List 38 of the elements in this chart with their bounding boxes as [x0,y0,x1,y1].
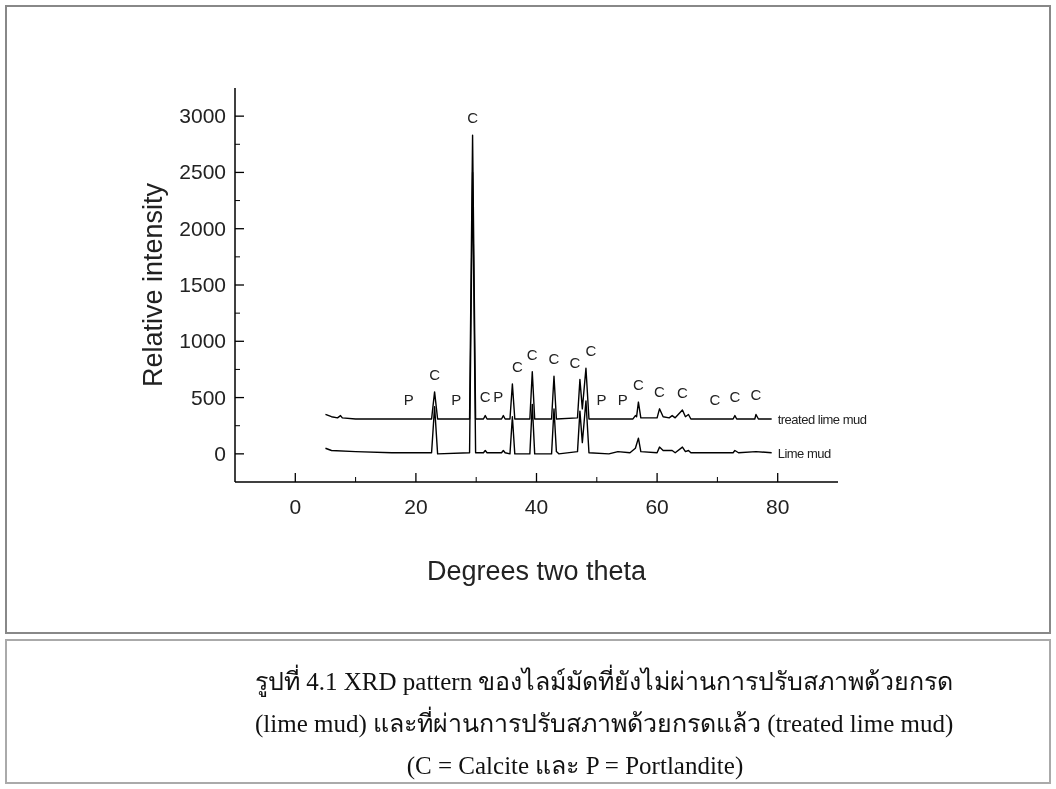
annotation: P [617,390,628,408]
annotation: P [493,387,504,405]
annotation: C [511,358,523,376]
y-tick-label: 3000 [179,104,226,128]
annotation: P [403,390,414,408]
y-tick-label: 2000 [179,216,226,240]
annotation: C [729,387,741,405]
y-tick-label: 1500 [179,273,226,296]
annotation: C [585,342,597,360]
y-tick-label: 2500 [179,160,226,184]
annotation: P [451,390,462,408]
annotation: P [596,390,607,408]
text: รูปที่ 4.1 XRD pattern ของไลม์มัดที่ยังไม่ผ่านการปรับสภาพด้วยกรด [255,664,954,697]
y-tick-label: 1000 [179,329,226,353]
annotation: C [479,387,491,405]
annotation: C [750,386,762,404]
annotation: C [429,365,441,383]
text: (lime mud) และที่ผ่านการปรับสภาพด้วยกรดแล้ว (treated lime mud) [255,706,954,738]
annotation: C [654,382,666,400]
annotation: C [709,390,721,408]
annotation: C [677,383,688,401]
x-axis-title: Degrees two theta [426,556,648,586]
annotation: C [467,109,479,127]
annotation: C [569,353,581,371]
series-label: Lime mud [777,445,832,461]
x-tick-label: 40 [524,495,549,518]
y-axis-title: Relative intensity [138,182,168,388]
series-label: treated lime mud [777,411,867,427]
x-tick-label: 0 [289,495,302,518]
y-tick-label: 500 [190,385,226,409]
text: (C = Calcite และ P = Portlandite) [406,752,744,780]
x-tick-label: 60 [645,495,669,518]
x-tick-label: 80 [766,495,790,518]
x-tick-label: 20 [404,495,428,518]
y-tick-label: 0 [214,441,226,465]
annotation: C [526,345,538,363]
annotation: C [632,376,644,394]
annotation: C [548,350,560,368]
